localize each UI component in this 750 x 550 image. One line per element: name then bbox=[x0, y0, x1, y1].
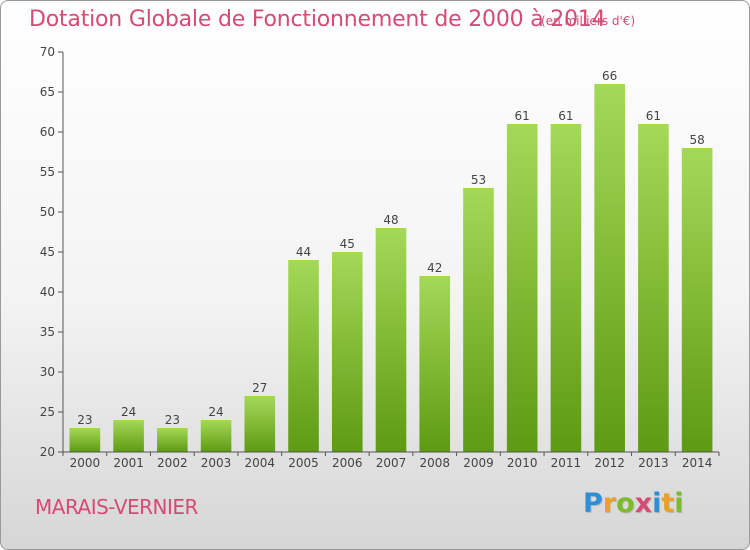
bar-2002 bbox=[157, 428, 188, 452]
bar-value-label: 58 bbox=[689, 133, 704, 147]
bar-2003 bbox=[200, 420, 232, 452]
x-tick-label: 2006 bbox=[332, 456, 363, 470]
bar-value-label: 61 bbox=[515, 109, 530, 123]
bar-2009 bbox=[463, 188, 494, 452]
x-tick-label: 2010 bbox=[507, 456, 538, 470]
bars: 23 24 23 24 27 44 45 48 42 53 61 61 66 61 58 bbox=[69, 69, 713, 452]
bar-value-label: 53 bbox=[471, 173, 486, 187]
logo-letter: i bbox=[652, 488, 662, 519]
bar-2001 bbox=[113, 420, 144, 452]
logo-letter: r bbox=[602, 488, 617, 519]
logo-letter: t bbox=[661, 488, 675, 519]
bar-2010 bbox=[506, 124, 538, 452]
bar-2008 bbox=[419, 276, 451, 452]
x-tick-label: 2000 bbox=[70, 456, 101, 470]
bar-2013 bbox=[638, 124, 669, 452]
y-tick-label: 50 bbox=[40, 205, 55, 219]
bar-2007 bbox=[375, 228, 407, 452]
x-tick-label: 2009 bbox=[463, 456, 494, 470]
y-tick-label: 45 bbox=[40, 245, 55, 259]
bar-value-label: 24 bbox=[208, 405, 223, 419]
logo-letter: P bbox=[583, 488, 603, 519]
logo-letter: o bbox=[616, 488, 635, 519]
bar-2011 bbox=[550, 124, 582, 452]
x-tick-label: 2001 bbox=[113, 456, 144, 470]
bar-value-label: 45 bbox=[340, 237, 355, 251]
chart-title: Dotation Globale de Fonctionnement de 20… bbox=[29, 7, 606, 32]
y-tick-label: 35 bbox=[40, 325, 55, 339]
x-tick-label: 2007 bbox=[376, 456, 407, 470]
commune-name: MARAIS-VERNIER bbox=[35, 495, 198, 519]
y-axis: 20 25 30 35 40 45 50 55 60 65 70 bbox=[40, 45, 64, 459]
bar-value-label: 27 bbox=[252, 381, 267, 395]
y-tick-label: 20 bbox=[40, 445, 55, 459]
y-tick-label: 25 bbox=[40, 405, 55, 419]
y-tick-label: 70 bbox=[40, 45, 55, 59]
x-tick-label: 2004 bbox=[245, 456, 276, 470]
x-tick-label: 2003 bbox=[201, 456, 232, 470]
bar-value-label: 42 bbox=[427, 261, 442, 275]
x-axis: 2000 2001 2002 2003 2004 2005 2006 2007 2008 2009… bbox=[62, 451, 720, 470]
bar-2006 bbox=[331, 252, 363, 452]
bar-2004 bbox=[244, 396, 276, 452]
proxiti-logo[interactable]: Proxiti bbox=[583, 488, 684, 519]
y-tick-label: 60 bbox=[40, 125, 55, 139]
x-tick-label: 2013 bbox=[638, 456, 669, 470]
bar-value-label: 44 bbox=[296, 245, 311, 259]
x-tick-label: 2012 bbox=[594, 456, 625, 470]
y-tick-label: 55 bbox=[40, 165, 55, 179]
chart-unit-label: (en milliers d'€) bbox=[541, 14, 636, 28]
x-tick-label: 2014 bbox=[682, 456, 713, 470]
bar-value-label: 23 bbox=[77, 413, 92, 427]
y-tick-label: 30 bbox=[40, 365, 55, 379]
y-tick-label: 65 bbox=[40, 85, 55, 99]
bar-value-label: 24 bbox=[121, 405, 136, 419]
bar-value-label: 48 bbox=[383, 213, 398, 227]
bar-value-label: 61 bbox=[558, 109, 573, 123]
bar-2005 bbox=[288, 260, 319, 452]
bar-2000 bbox=[69, 428, 101, 452]
logo-letter: x bbox=[634, 488, 653, 519]
x-tick-label: 2002 bbox=[157, 456, 188, 470]
logo-letter: i bbox=[674, 488, 684, 519]
bar-2014 bbox=[681, 148, 713, 452]
y-tick-label: 40 bbox=[40, 285, 55, 299]
bar-2012 bbox=[594, 84, 625, 452]
x-tick-label: 2011 bbox=[551, 456, 582, 470]
x-tick-label: 2008 bbox=[419, 456, 450, 470]
x-tick-label: 2005 bbox=[288, 456, 319, 470]
bar-value-label: 66 bbox=[602, 69, 617, 83]
bar-value-label: 23 bbox=[165, 413, 180, 427]
bar-value-label: 61 bbox=[646, 109, 661, 123]
